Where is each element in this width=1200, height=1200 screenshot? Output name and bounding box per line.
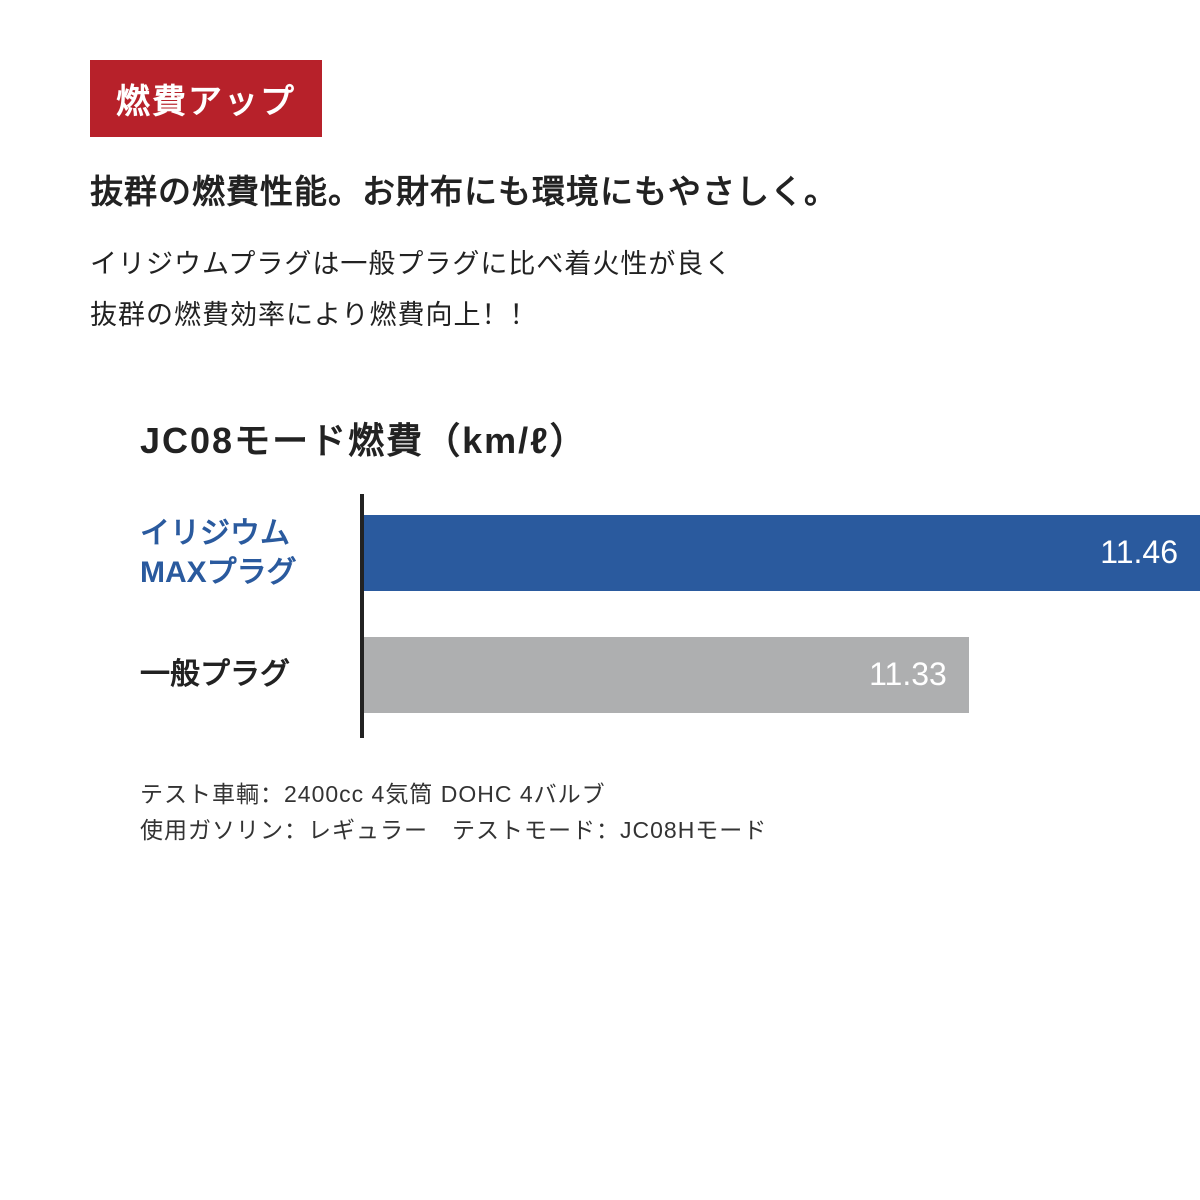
category-badge: 燃費アップ — [90, 60, 322, 137]
footnote-line: テスト車輌：2400cc 4気筒 DOHC 4バルブ — [140, 776, 1200, 813]
bar-label: 一般プラグ — [140, 655, 360, 694]
bar-value: 11.46 — [1100, 534, 1178, 571]
chart-footnote: テスト車輌：2400cc 4気筒 DOHC 4バルブ 使用ガソリン：レギュラー … — [140, 776, 1200, 850]
bar-value: 11.33 — [869, 656, 947, 693]
bar-label-line: MAXプラグ — [140, 553, 360, 592]
bar-label-line: 一般プラグ — [140, 655, 360, 694]
bar: 11.46 — [364, 515, 1200, 591]
bar: 11.33 — [364, 637, 969, 713]
description-line: 抜群の燃費効率により燃費向上！！ — [90, 290, 1200, 341]
bar-label-line: イリジウム — [140, 514, 360, 553]
bar-row: 一般プラグ 11.33 — [140, 637, 1200, 713]
chart-y-axis — [360, 494, 364, 738]
footnote-line: 使用ガソリン：レギュラー テストモード：JC08Hモード — [140, 812, 1200, 849]
description: イリジウムプラグは一般プラグに比べ着火性が良く 抜群の燃費効率により燃費向上！！ — [90, 239, 1200, 342]
chart-container: JC08モード燃費（km/ℓ） イリジウムMAXプラグ 11.46 一般プラグ 11.… — [90, 412, 1200, 850]
description-line: イリジウムプラグは一般プラグに比べ着火性が良く — [90, 239, 1200, 290]
chart-bars: イリジウムMAXプラグ 11.46 一般プラグ 11.33 — [140, 494, 1200, 738]
bar-row: イリジウムMAXプラグ 11.46 — [140, 514, 1200, 592]
chart-title: JC08モード燃費（km/ℓ） — [140, 412, 1200, 464]
chart-area: イリジウムMAXプラグ 11.46 一般プラグ 11.33 — [140, 494, 1200, 738]
bar-label: イリジウムMAXプラグ — [140, 514, 360, 592]
headline: 抜群の燃費性能。お財布にも環境にもやさしく。 — [90, 165, 1200, 213]
